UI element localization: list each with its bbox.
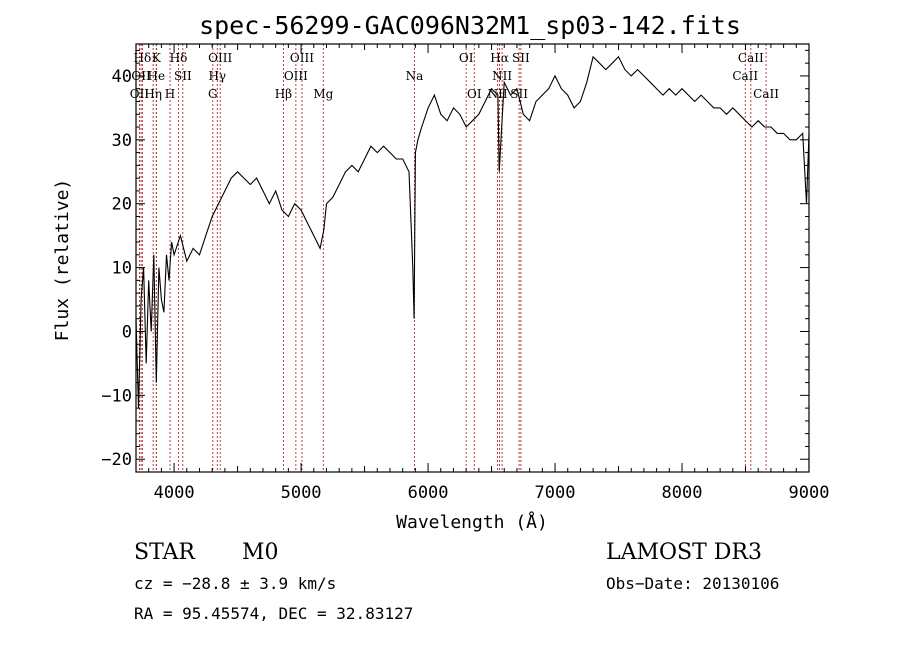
line-label: OI <box>459 51 474 65</box>
line-label: CaII <box>753 87 779 101</box>
observation-date: Obs−Date: 20130106 <box>606 574 780 593</box>
object-subclass: M0 <box>242 540 279 565</box>
x-axis-label: Wavelength (Å) <box>396 511 548 533</box>
line-label: Hη <box>144 87 162 101</box>
y-tick-label: 30 <box>112 131 132 151</box>
line-label: OII <box>130 87 150 101</box>
x-tick-label: 6000 <box>408 483 449 503</box>
axes: 4000 5000 6000 7000 8000 9000 −20 −10 0 10 20 30 40 <box>101 44 829 503</box>
line-label: NII <box>492 69 512 83</box>
line-label: SII <box>174 69 192 83</box>
y-tick-label: 0 <box>122 322 132 342</box>
y-tick-label: 40 <box>112 67 132 87</box>
line-label: Mg <box>313 87 333 101</box>
line-label: Hγ <box>208 69 226 83</box>
x-tick-label: 8000 <box>662 483 703 503</box>
x-tick-label: 4000 <box>154 483 195 503</box>
x-tick-label: 9000 <box>789 483 830 503</box>
line-label: OI <box>467 87 482 101</box>
spectrum-line <box>135 55 810 409</box>
survey-name: LAMOST DR3 <box>606 540 762 565</box>
y-tick-label: −20 <box>101 450 132 470</box>
y-axis-label: Flux (relative) <box>52 179 73 342</box>
y-tick-label: −10 <box>101 386 132 406</box>
line-label: OIII <box>290 51 314 65</box>
line-label: Hδ <box>170 51 188 65</box>
coordinates: RA = 95.45574, DEC = 32.83127 <box>134 604 414 623</box>
line-label: SII <box>512 51 530 65</box>
line-label: Na <box>406 69 424 83</box>
plot-frame <box>135 43 810 473</box>
line-label: CaII <box>732 69 758 83</box>
chart-title: spec-56299-GAC096N32M1_sp03-142.fits <box>199 11 741 40</box>
spectrum-series <box>135 55 810 409</box>
line-label: K <box>152 51 162 65</box>
line-label: OIII <box>284 69 308 83</box>
line-label: He <box>148 69 166 83</box>
line-label: H <box>165 87 175 101</box>
line-label: CaII <box>738 51 764 65</box>
y-tick-label: 20 <box>112 195 132 215</box>
line-label: Hα <box>490 51 509 65</box>
x-tick-label: 5000 <box>281 483 322 503</box>
x-tick-label: 7000 <box>535 483 576 503</box>
redshift-velocity: cz = −28.8 ± 3.9 km/s <box>134 574 337 593</box>
line-label: Hβ <box>275 87 292 101</box>
y-tick-label: 10 <box>112 259 132 279</box>
line-label: G <box>208 87 218 101</box>
object-class: STAR <box>134 540 195 565</box>
line-label: OIII <box>208 51 232 65</box>
line-label: Hδ <box>133 51 151 65</box>
